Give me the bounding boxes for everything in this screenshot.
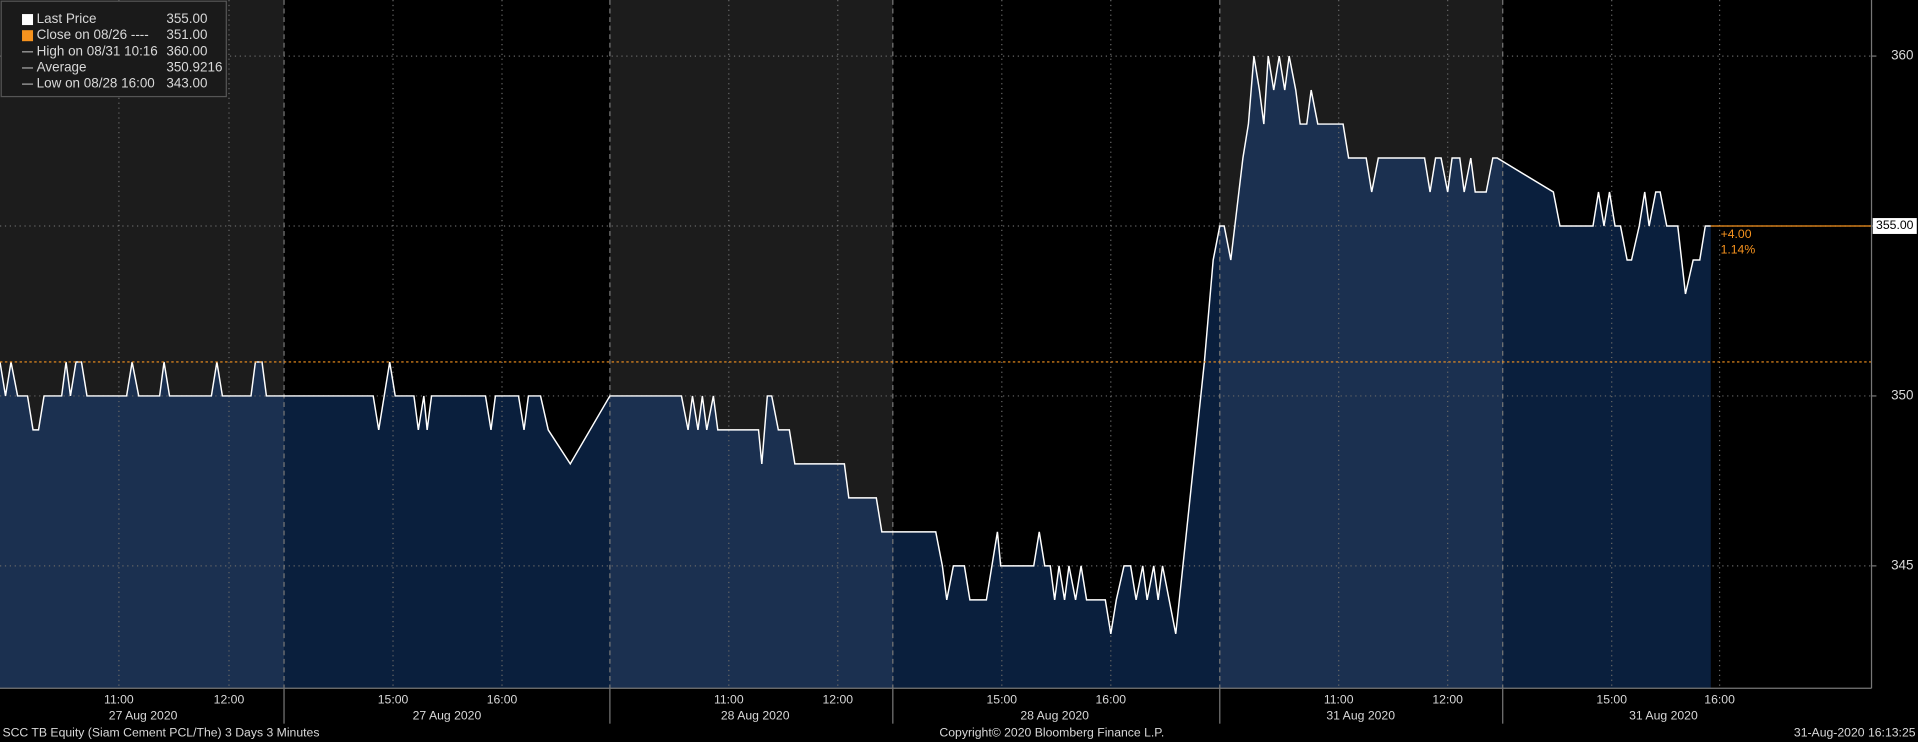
x-tick-label: 15:00	[378, 693, 409, 707]
x-tick-label: 16:00	[1096, 693, 1127, 707]
legend-value: 350.9216	[166, 60, 222, 75]
date-label: 27 Aug 2020	[413, 709, 482, 723]
legend-label: Low on 08/28 16:00	[37, 76, 155, 91]
x-tick-label: 11:00	[104, 693, 134, 707]
legend-label: Close on 08/26 ----	[37, 27, 149, 42]
date-label: 31 Aug 2020	[1326, 709, 1395, 723]
x-tick-label: 11:00	[1324, 693, 1354, 707]
x-tick-label: 16:00	[487, 693, 518, 707]
y-tick-label: 345	[1891, 557, 1913, 572]
date-label: 28 Aug 2020	[1020, 709, 1089, 723]
grid-layer	[0, 0, 1872, 689]
footer-right: 31-Aug-2020 16:13:25	[1794, 726, 1916, 740]
x-tick-label: 11:00	[714, 693, 744, 707]
axis-layer: 345350355360355.0011:0012:0015:0016:0011…	[0, 0, 1917, 724]
last-price-box	[1872, 218, 1917, 234]
x-tick-label: 15:00	[1596, 693, 1627, 707]
x-tick-label: 16:00	[1704, 693, 1735, 707]
x-tick-label: 12:00	[214, 693, 245, 707]
y-tick-label: 360	[1891, 48, 1913, 63]
x-tick-label: 12:00	[822, 693, 853, 707]
legend-value: 351.00	[166, 27, 207, 42]
legend-label: High on 08/31 10:16	[37, 43, 158, 58]
change-label: 1.14%	[1721, 243, 1756, 257]
last-price-label: 355.00	[1876, 218, 1914, 232]
date-label: 27 Aug 2020	[109, 709, 178, 723]
y-tick-label: 350	[1891, 387, 1913, 402]
legend-value: 360.00	[166, 43, 207, 58]
legend-label: Average	[37, 60, 87, 75]
legend-swatch	[22, 30, 34, 42]
line-layer: +4.00 1.14%	[0, 55, 1872, 634]
legend-label: Last Price	[37, 11, 97, 26]
footer-center: Copyright© 2020 Bloomberg Finance L.P.	[939, 726, 1164, 740]
footer-left: SCC TB Equity (Siam Cement PCL/The) 3 Da…	[2, 726, 319, 740]
date-label: 28 Aug 2020	[721, 709, 790, 723]
legend-swatch	[22, 14, 34, 26]
x-tick-label: 12:00	[1432, 693, 1463, 707]
legend-box	[0, 0, 227, 98]
legend-value: 343.00	[166, 76, 207, 91]
price-line	[0, 55, 1711, 634]
change-label: +4.00	[1721, 227, 1752, 241]
x-tick-label: 15:00	[987, 693, 1018, 707]
legend: Last Price 355.00 Close on 08/26 ---- 351.0…	[0, 0, 227, 98]
area-layer	[0, 56, 1711, 689]
legend-value: 355.00	[166, 11, 207, 26]
date-label: 31 Aug 2020	[1629, 709, 1698, 723]
